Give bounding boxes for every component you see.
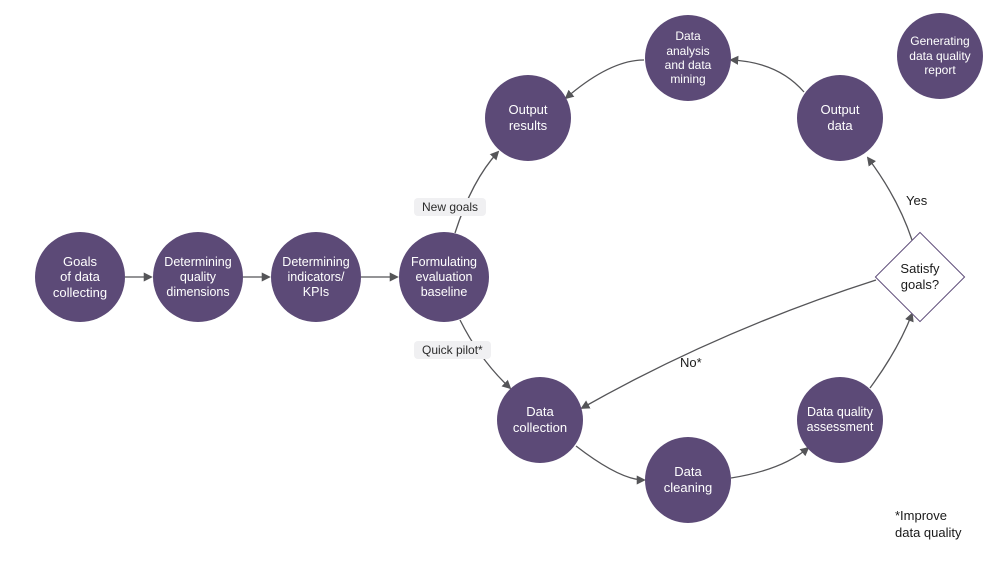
node-kpis-label: Determiningindicators/KPIs [282,255,349,300]
edge-outputresults-analysis [566,60,644,98]
node-analysis-label: Dataanalysisand datamining [665,29,712,87]
tag-quick-pilot: Quick pilot* [414,341,491,359]
diamond-label: Satisfygoals? [900,261,939,292]
footnote-text: *Improvedata quality [895,508,962,540]
edge-analysis-outputdata [731,60,804,92]
node-analysis: Dataanalysisand datamining [645,15,731,101]
node-diamond-satisfy-goals: Satisfygoals? [875,232,966,323]
node-dimensions: Determiningqualitydimensions [153,232,243,322]
tag-new-goals-text: New goals [422,200,478,214]
node-baseline-label: Formulatingevaluationbaseline [411,255,477,300]
node-output-results: Outputresults [485,75,571,161]
edge-baseline-outputresults [455,152,498,233]
footnote: *Improvedata quality [895,508,962,542]
node-report: Generatingdata qualityreport [897,13,983,99]
node-goals: Goalsof datacollecting [35,232,125,322]
label-yes-text: Yes [906,193,927,208]
node-collection: Datacollection [497,377,583,463]
label-no: No* [680,355,702,370]
edge-assessment-diamond [870,314,912,388]
edge-collection-cleaning [576,446,644,480]
node-output-data-label: Outputdata [820,102,859,133]
node-assessment: Data qualityassessment [797,377,883,463]
label-yes: Yes [906,193,927,208]
tag-quick-pilot-text: Quick pilot* [422,343,483,357]
node-cleaning: Datacleaning [645,437,731,523]
node-collection-label: Datacollection [513,404,567,435]
node-goals-label: Goalsof datacollecting [53,254,107,301]
node-output-data: Outputdata [797,75,883,161]
node-kpis: Determiningindicators/KPIs [271,232,361,322]
node-cleaning-label: Datacleaning [664,464,712,495]
node-dimensions-label: Determiningqualitydimensions [164,255,231,300]
node-baseline: Formulatingevaluationbaseline [399,232,489,322]
node-report-label: Generatingdata qualityreport [909,34,970,77]
node-assessment-label: Data qualityassessment [807,405,874,435]
node-output-results-label: Outputresults [508,102,547,133]
diagram-stage: Goalsof datacollecting Determiningqualit… [0,0,1000,567]
label-no-text: No* [680,355,702,370]
tag-new-goals: New goals [414,198,486,216]
edge-cleaning-assessment [731,448,808,478]
